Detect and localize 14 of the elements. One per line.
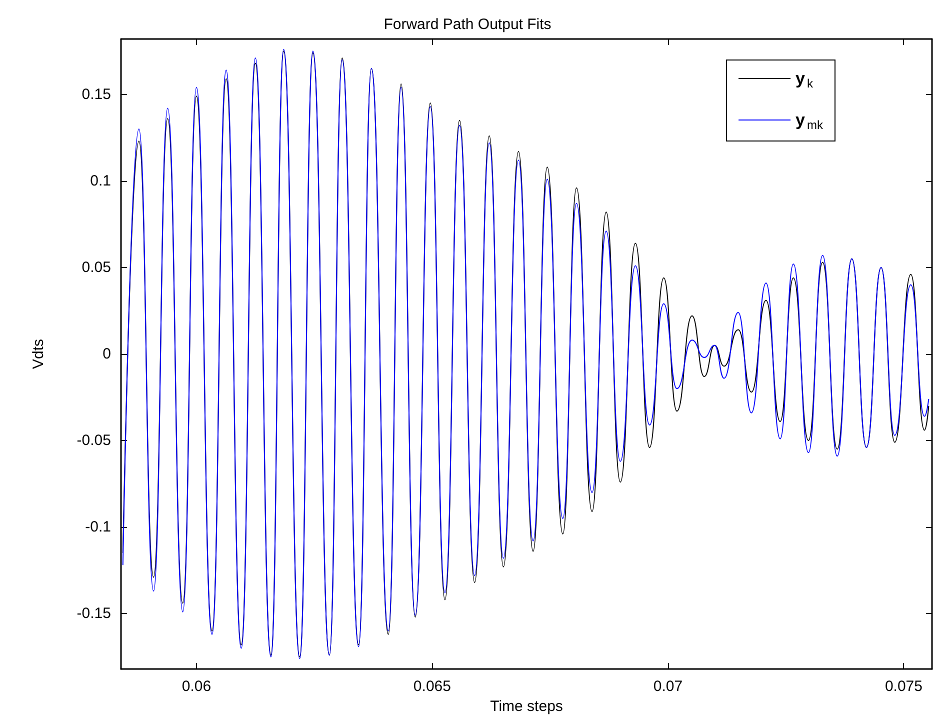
y-tick-label: 0 bbox=[102, 346, 111, 362]
x-tick-label: 0.065 bbox=[413, 678, 451, 695]
y-tick-label: -0.15 bbox=[76, 605, 111, 622]
y-tick-label: 0.1 bbox=[90, 172, 111, 190]
x-tick-label: 0.07 bbox=[653, 678, 683, 695]
y-tick-label: 0.05 bbox=[82, 258, 111, 276]
y-axis-title: Vdts bbox=[30, 338, 47, 370]
x-axis-title: Time steps bbox=[490, 698, 563, 715]
y-tick-label: -0.1 bbox=[85, 518, 111, 536]
y-tick-label: -0.05 bbox=[76, 432, 111, 450]
x-tick-label: 0.06 bbox=[182, 678, 212, 695]
y-tick-label: 0.15 bbox=[82, 86, 111, 103]
chart-title: Forward Path Output Fits bbox=[384, 16, 552, 33]
x-tick-label: 0.075 bbox=[884, 678, 922, 695]
